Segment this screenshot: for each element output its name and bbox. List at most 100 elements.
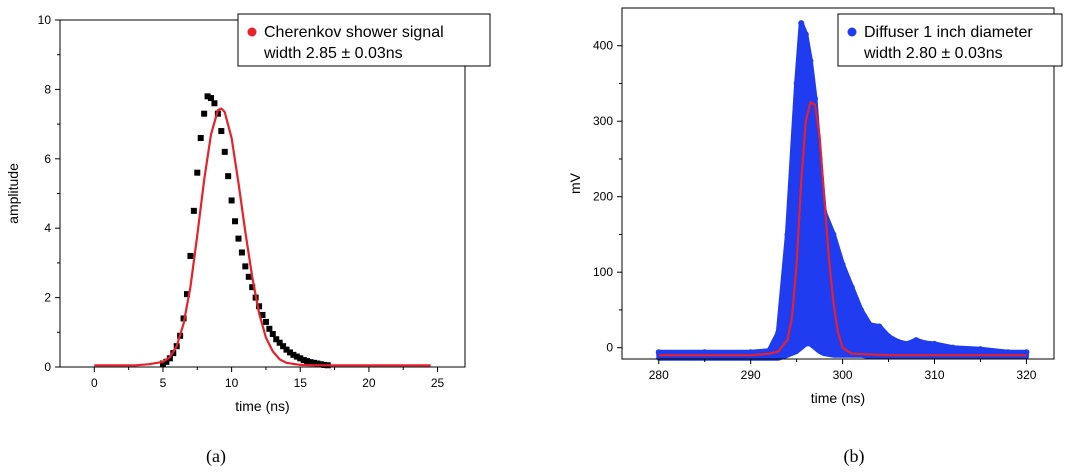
chart-b-xtick-label-2: 300 <box>833 368 853 382</box>
chart-a-legend-box <box>237 13 491 67</box>
chart-a-series-0-point-35 <box>280 343 287 350</box>
chart-a-xtick-label-2: 10 <box>225 376 239 390</box>
chart-a-series-0-point-26 <box>249 284 256 291</box>
chart-a-xtick-label-0: 0 <box>91 376 98 390</box>
chart-a-xtick-label-5: 25 <box>431 376 445 390</box>
chart-a-legend-line-1: Cherenkov shower signal <box>264 24 444 41</box>
chart-a-series-0-point-0 <box>159 360 166 367</box>
chart-a: 0 5 10 15 20 25 0 2 4 6 8 10 time (ns) amplitude Ch… <box>5 13 491 414</box>
chart-b-xtick-label-4: 320 <box>1016 368 1036 382</box>
chart-b-ytick-label-0: 0 <box>606 341 613 355</box>
chart-b-series-0-point-25 <box>949 344 956 351</box>
chart-b-xtick-label-3: 310 <box>924 368 944 382</box>
chart-a-series-0-point-19 <box>225 173 232 180</box>
chart-b: 280 290 300 310 320 0 100 200 300 400 time (ns) m… <box>567 7 1063 406</box>
chart-a-series-0-point-25 <box>245 273 252 280</box>
chart-b-series-0-point-18 <box>876 323 883 330</box>
chart-a-ytick-label-3: 6 <box>44 152 51 166</box>
chart-a-series-0-point-18 <box>221 148 228 155</box>
chart-a-series-0-point-41 <box>300 357 307 364</box>
chart-a-series-0-point-20 <box>228 197 235 204</box>
chart-b-xtick-label-1: 290 <box>741 368 761 382</box>
chart-a-series-0-point-24 <box>242 263 249 270</box>
chart-b-frame <box>621 7 1055 360</box>
chart-a-series-0-point-45 <box>314 360 321 367</box>
chart-a-series-0-point-44 <box>310 359 317 366</box>
caption-a: (a) <box>206 446 226 466</box>
chart-b-legend-line-1: Diffuser 1 inch diameter <box>864 24 1033 41</box>
chart-a-ytick-label-2: 4 <box>44 221 51 235</box>
chart-b-series-0-point-24 <box>931 340 938 347</box>
chart-a-series-0-point-21 <box>232 218 239 225</box>
chart-a-series-0-point-15 <box>211 100 218 107</box>
chart-b-ytick-label-1: 100 <box>593 265 613 279</box>
chart-a-series-0-point-39 <box>293 353 300 360</box>
chart-b-ytick-label-4: 400 <box>593 39 613 53</box>
chart-a-series-0-point-31 <box>266 325 273 332</box>
chart-a-series-0-point-7 <box>183 291 190 298</box>
chart-a-series-0-point-36 <box>283 346 290 353</box>
chart-a-series-0-point-29 <box>259 311 266 318</box>
chart-b-ylabel: mV <box>567 172 583 194</box>
chart-b-legend-marker <box>847 27 857 37</box>
chart-a-series-0-point-38 <box>290 351 297 358</box>
chart-b-series-0-point-14 <box>839 261 846 268</box>
chart-b-ytick-label-3: 300 <box>593 114 613 128</box>
chart-b-series-1-line <box>658 101 1027 357</box>
chart-b-legend-line-2: width 2.80 ± 0.03ns <box>863 45 1003 62</box>
chart-b-series-0-point-9 <box>807 57 814 64</box>
chart-b-xlabel: time (ns) <box>811 390 865 406</box>
chart-b-series-0-point-8 <box>802 31 809 38</box>
chart-b-series-0-point-5 <box>784 231 791 238</box>
chart-b-series-0-point-4 <box>775 329 782 336</box>
chart-b-series-0-point-6 <box>793 80 800 87</box>
chart-a-series-0-point-10 <box>194 169 201 176</box>
chart-b-series-0-point-27 <box>1005 349 1012 356</box>
chart-b-series-0-band <box>656 20 1029 361</box>
chart-b-legend-box <box>837 13 1063 67</box>
chart-a-ylabel: amplitude <box>5 163 21 224</box>
chart-a-xtick-label-3: 15 <box>294 376 308 390</box>
chart-b-series-0-point-1 <box>701 349 708 356</box>
chart-a-legend-marker <box>247 27 257 37</box>
chart-a-series-0-point-1 <box>163 358 170 365</box>
chart-b-series-0-point-26 <box>977 346 984 353</box>
chart-a-series-0-point-13 <box>204 93 211 100</box>
chart-b-series-0-point-28 <box>1023 349 1030 356</box>
chart-a-ticks: 0 5 10 15 20 25 0 2 4 6 8 10 <box>38 13 445 390</box>
chart-a-series-0-point-32 <box>269 331 276 338</box>
chart-b-legend: Diffuser 1 inch diameter width 2.80 ± 0.… <box>837 13 1063 67</box>
chart-a-xtick-label-1: 5 <box>160 376 167 390</box>
chart-b-series-0-point-22 <box>913 337 920 344</box>
chart-a-series-0-point-11 <box>197 134 204 141</box>
chart-a-series-0-point-12 <box>201 110 208 117</box>
chart-a-legend: Cherenkov shower signal width 2.85 ± 0.0… <box>237 13 491 67</box>
chart-a-series-0-point-28 <box>256 303 263 310</box>
chart-a-series-1-line <box>94 107 431 367</box>
chart-b-series-0-point-19 <box>885 333 892 340</box>
chart-b-series-0-point-21 <box>903 340 910 347</box>
chart-b-series-0-point-20 <box>894 338 901 345</box>
chart-b-series-0-point-2 <box>747 349 754 356</box>
chart-a-series-0-point-34 <box>276 339 283 346</box>
chart-b-series-0-point-16 <box>857 306 864 313</box>
chart-b-series-0-point-23 <box>922 340 929 347</box>
chart-b-series-0-point-17 <box>867 322 874 329</box>
chart-a-ytick-label-5: 10 <box>38 13 52 27</box>
chart-b-ticks: 280 290 300 310 320 0 100 200 300 400 <box>593 39 1037 382</box>
chart-a-series-0-point-42 <box>304 358 311 365</box>
chart-b-xtick-label-0: 280 <box>649 368 669 382</box>
chart-a-series-0-point-22 <box>235 235 242 242</box>
chart-a-data <box>94 93 431 369</box>
chart-a-series-0-point-9 <box>190 207 197 214</box>
chart-a-xlabel: time (ns) <box>235 398 289 414</box>
chart-a-series-0-point-17 <box>218 128 225 135</box>
chart-a-ytick-label-1: 2 <box>44 291 51 305</box>
chart-a-ytick-label-4: 8 <box>44 82 51 96</box>
chart-a-ytick-label-0: 0 <box>44 360 51 374</box>
chart-b-series-0-point-10 <box>812 95 819 102</box>
caption-b: (b) <box>843 446 865 466</box>
chart-a-xtick-label-4: 20 <box>362 376 376 390</box>
chart-a-series-0-point-14 <box>208 95 215 102</box>
